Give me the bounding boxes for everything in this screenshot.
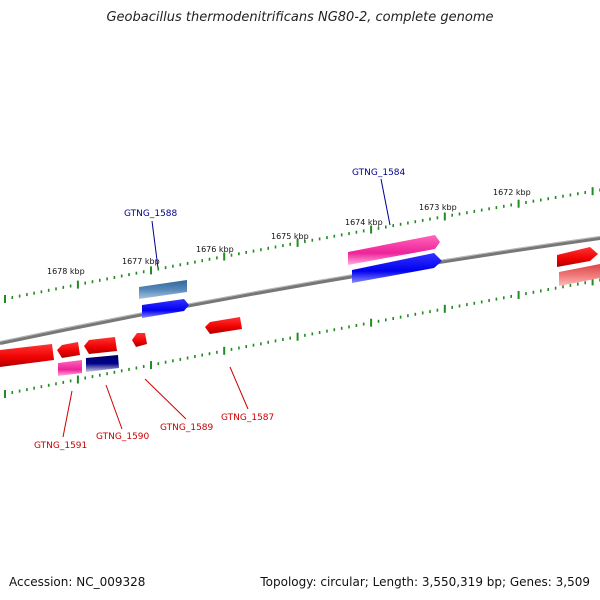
leader-gtng-1588 [151, 220, 159, 269]
gene-right-box-lower[interactable] [559, 264, 600, 286]
gene-label-gtng-1591[interactable]: GTNG_1591 [34, 441, 87, 451]
gene-label-gtng-1590[interactable]: GTNG_1590 [96, 432, 150, 442]
leader-gtng-1589 [144, 378, 187, 420]
gene-gtng-1591-box[interactable] [58, 360, 82, 376]
gene-gtng-1588-arrow[interactable] [142, 299, 189, 318]
leader-gtng-1591 [62, 390, 73, 438]
gene-label-gtng-1584[interactable]: GTNG_1584 [352, 168, 406, 178]
gene-gtng-1587-arrow[interactable] [205, 317, 242, 334]
scale-label-1672: 1672 kbp [493, 188, 531, 197]
gene-gtng-1589-box[interactable] [132, 333, 147, 347]
scale-ticks-upper [4, 187, 600, 303]
scale-label-1674: 1674 kbp [345, 218, 383, 227]
gene-gtng-1590-box[interactable] [86, 355, 119, 372]
gene-label-gtng-1588[interactable]: GTNG_1588 [124, 209, 178, 219]
gene-label-gtng-1587[interactable]: GTNG_1587 [221, 413, 274, 423]
leader-gtng-1587 [229, 366, 249, 410]
scale-ticks-lower [4, 277, 600, 398]
gene-gtng-1584-arrow[interactable] [352, 253, 442, 283]
scale-label-1676: 1676 kbp [196, 245, 234, 254]
gene-small-a[interactable] [57, 342, 80, 358]
map-title: Geobacillus thermodenitrificans NG80-2, … [106, 10, 494, 25]
scale-label-1678: 1678 kbp [47, 267, 85, 276]
leader-gtng-1590 [105, 384, 123, 430]
scale-label-1677: 1677 kbp [122, 257, 160, 266]
scale-label-1675: 1675 kbp [271, 232, 309, 241]
genome-backbone [0, 236, 600, 345]
gene-label-gtng-1589[interactable]: GTNG_1589 [160, 423, 214, 433]
gene-gtng-1588-box[interactable] [139, 280, 187, 299]
gene-right-arrow-upper[interactable] [557, 247, 598, 267]
gene-left-edge[interactable] [0, 344, 54, 367]
leader-gtng-1584 [380, 178, 391, 226]
scale-label-1673: 1673 kbp [419, 203, 457, 212]
gene-small-b[interactable] [84, 337, 117, 354]
genome-stats-label: Topology: circular; Length: 3,550,319 bp… [260, 575, 590, 589]
gene-gtng-1584-box[interactable] [348, 235, 440, 265]
accession-label: Accession: NC_009328 [9, 575, 146, 589]
